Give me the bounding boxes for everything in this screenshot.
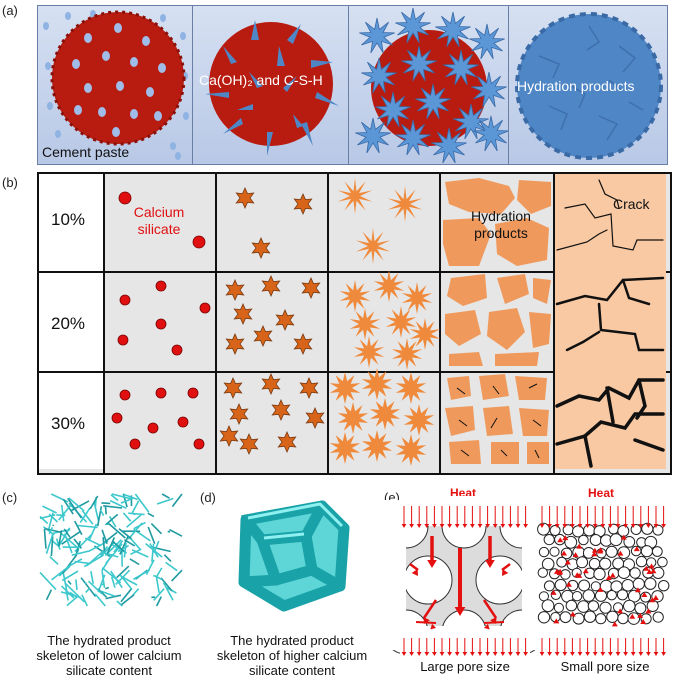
star-particle-image — [355, 7, 509, 164]
calcium-silicate-label: Calcium silicate — [111, 204, 207, 238]
low-calcium-skeleton-image — [39, 493, 183, 607]
panel-d-caption-line1: The hydrated product — [230, 633, 354, 648]
panel-d-caption-line2: skeleton of higher calcium — [216, 648, 368, 663]
hydration-ball-image — [515, 12, 663, 160]
hydration-line1: Hydration — [471, 208, 531, 224]
heat-arrows — [401, 506, 666, 656]
panel-c-caption-line1: The hydrated product — [47, 633, 171, 648]
hydration-products-label-a: Hydration products — [517, 78, 635, 94]
row-label-30: 30% — [51, 414, 86, 433]
panel-a-stage-4: Hydration products — [508, 5, 668, 165]
row-label-20: 20% — [51, 314, 86, 333]
panel-a-stage-3 — [348, 5, 510, 165]
calcium-silicate-line2: silicate — [137, 221, 181, 237]
high-calcium-skeleton-image — [238, 500, 350, 612]
hydration-products-label-b: Hydration products — [453, 208, 549, 242]
panel-a-stage-1: Cement paste — [37, 5, 194, 165]
panel-d-label: (d) — [200, 490, 216, 505]
calcium-silicate-line1: Calcium — [133, 204, 185, 220]
panel-a-stage-2: Ca(OH)₂ and C-S-H — [192, 5, 350, 165]
hydration-grid: 10% 20% 30% — [37, 172, 672, 475]
panel-c-caption-line2: skeleton of lower calcium — [36, 648, 182, 663]
panel-d-caption-line3: silicate content — [249, 663, 335, 678]
small-pore-caption: Small pore size — [560, 659, 650, 674]
panel-b-label: (b) — [2, 175, 18, 190]
cement-paste-label: Cement paste — [42, 144, 130, 160]
panel-d-caption: The hydrated product skeleton of higher … — [204, 633, 380, 678]
caoh-csh-label: Ca(OH)₂ and C-S-H — [199, 72, 323, 88]
panel-c-caption-line3: silicate content — [66, 663, 152, 678]
crack-label: Crack — [613, 196, 650, 212]
heat-label-right: Heat — [588, 486, 615, 500]
spiky-particle-image — [205, 20, 339, 156]
grid-drawing — [111, 178, 665, 468]
row-label-10: 10% — [51, 210, 86, 229]
panel-c-caption: The hydrated product skeleton of lower c… — [20, 633, 198, 678]
panel-c-label: (c) — [2, 490, 18, 505]
cement-particle-image — [43, 10, 189, 160]
large-pore-caption: Large pore size — [420, 659, 510, 674]
small-pore-diagram — [537, 522, 670, 628]
hydration-line2: products — [474, 225, 528, 241]
panel-a-label: (a) — [2, 3, 18, 18]
